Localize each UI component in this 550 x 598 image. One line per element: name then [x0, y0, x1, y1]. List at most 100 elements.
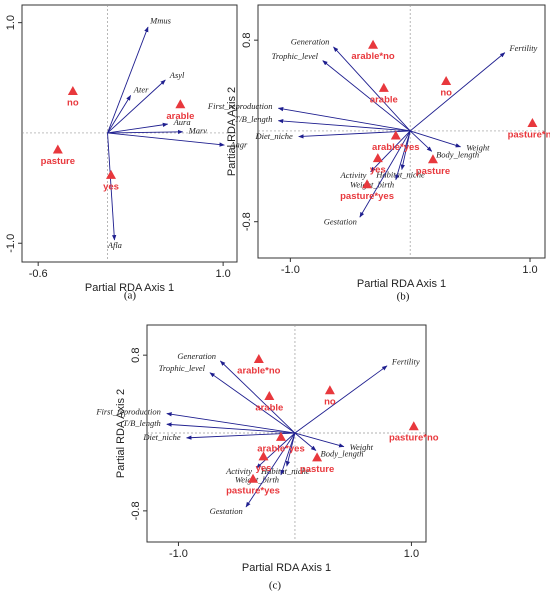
site-triangle	[67, 86, 78, 96]
site-triangle	[175, 99, 186, 109]
vector-label: Afla	[107, 240, 122, 250]
vector-label: Weight	[350, 442, 374, 452]
vector-arrow	[245, 432, 296, 508]
x-tick-label: -0.6	[29, 268, 48, 280]
site-triangle	[312, 452, 323, 462]
vector-label: Aagr	[229, 140, 248, 150]
vector-arrow	[298, 130, 411, 139]
x-tick-label: 1.0	[404, 548, 419, 560]
vector-arrow	[166, 412, 296, 434]
site-triangle	[408, 421, 419, 431]
x-axis-label: Partial RDA Axis 1	[242, 562, 331, 574]
site-label: no	[440, 88, 452, 99]
x-tick-label: 1.0	[215, 268, 230, 280]
y-tick-label: -1.0	[5, 234, 17, 253]
site-label: arable*no	[237, 366, 280, 377]
vector-label: Activity	[225, 466, 252, 476]
vector-arrow	[294, 432, 317, 451]
vector-label: Weight_birth	[235, 475, 279, 485]
vector-label: First_reproduction	[95, 407, 161, 417]
site-label: arable	[255, 403, 283, 414]
vector-arrow	[294, 365, 388, 434]
vector-label: Trophic_level	[272, 51, 319, 61]
x-axis-label: Partial RDA Axis 1	[357, 278, 446, 290]
caption: (c)	[269, 580, 282, 592]
vector-label: Diet_niche	[254, 131, 293, 141]
vector-arrow	[280, 432, 296, 476]
x-tick-label: -1.0	[169, 548, 188, 560]
site-triangle	[52, 144, 63, 154]
vector-arrow	[186, 432, 295, 440]
vector-arrow	[209, 372, 296, 434]
site-label: pasture*yes	[340, 191, 394, 202]
site-triangle	[258, 451, 269, 461]
y-axis-label: Partial RDA Axis 2	[0, 89, 2, 178]
site-triangle	[248, 473, 259, 483]
site-triangle	[390, 130, 401, 140]
y-axis-label: Partial RDA Axis 2	[226, 87, 238, 176]
vector-arrow	[294, 432, 345, 448]
vector-label: Trophic_level	[159, 363, 206, 373]
vector-arrow	[410, 130, 462, 148]
y-axis-label: Partial RDA Axis 2	[115, 389, 127, 478]
site-label: arable*yes	[257, 443, 305, 454]
site-label: arable*no	[351, 51, 394, 62]
site-triangle	[264, 391, 275, 401]
caption: (a)	[124, 290, 137, 302]
vector-arrow	[395, 130, 411, 181]
vector-label: Gestation	[210, 506, 243, 516]
y-tick-label: -0.8	[130, 501, 142, 520]
vector-label: Marv	[188, 126, 208, 136]
site-label: arable	[166, 111, 194, 122]
site-triangle	[324, 385, 335, 395]
vector-label: Fertility	[508, 43, 537, 53]
vector-label: T/B_length	[235, 114, 273, 124]
site-label: pasture*no	[508, 130, 550, 141]
site-label: arable	[370, 94, 398, 105]
vector-label: First_reproduction	[207, 101, 273, 111]
site-triangle	[441, 76, 452, 86]
site-triangle	[362, 179, 373, 189]
x-tick-label: 1.0	[522, 264, 537, 276]
vector-label: Generation	[177, 351, 216, 361]
site-label: arable*yes	[372, 142, 420, 153]
y-tick-label: 0.8	[130, 348, 142, 363]
vector-label: Aura	[173, 117, 191, 127]
vector-label: T/B_length	[123, 418, 161, 428]
vector-label: Diet_niche	[142, 432, 181, 442]
vector-arrow	[277, 106, 411, 132]
site-label: yes	[256, 463, 272, 474]
vector-arrow	[370, 130, 411, 173]
vector-label: Body_length	[321, 448, 364, 458]
vector-label: Fertility	[391, 356, 420, 366]
vector-arrow	[107, 132, 117, 241]
vector-label: Mmus	[149, 15, 171, 25]
vector-label: Body_length	[436, 149, 479, 159]
vector-arrow	[409, 130, 433, 152]
site-label: pasture*no	[389, 433, 439, 444]
vector-label: Generation	[291, 37, 330, 47]
site-triangle	[106, 169, 117, 179]
site-label: yes	[370, 165, 386, 176]
vector-arrow	[322, 60, 411, 132]
vector-arrow	[220, 360, 296, 434]
y-tick-label: 1.0	[5, 15, 17, 30]
vector-label: Asyl	[169, 70, 185, 80]
site-label: yes	[103, 181, 119, 192]
vector-arrow	[409, 52, 506, 132]
site-label: no	[67, 98, 79, 109]
vector-arrow	[333, 46, 411, 132]
vector-label: Weight_birth	[350, 179, 394, 189]
site-label: pasture	[300, 464, 334, 475]
plot-frame	[257, 4, 546, 259]
site-triangle	[253, 354, 264, 364]
vector-arrow	[107, 122, 169, 134]
vector-arrow	[107, 129, 184, 135]
vector-label: Habitat_niche	[260, 466, 310, 476]
site-label: no	[324, 397, 336, 408]
vector-arrow	[107, 79, 166, 134]
vector-arrow	[166, 422, 295, 434]
vector-label: Weight	[466, 143, 490, 153]
vector-arrow	[400, 130, 411, 171]
